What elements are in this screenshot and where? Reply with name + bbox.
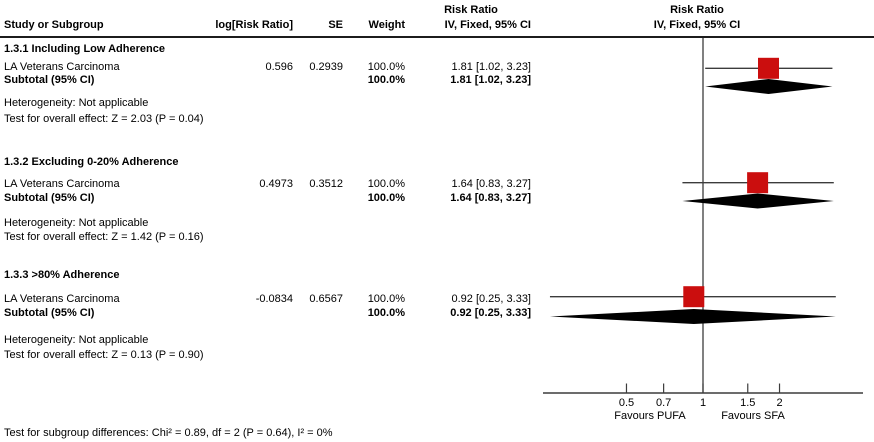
study-se: 0.6567: [309, 293, 343, 305]
subtotal-ci-text: 1.81 [1.02, 3.23]: [450, 74, 531, 86]
plot-header-line2: IV, Fixed, 95% CI: [653, 19, 741, 31]
heterogeneity-note: Heterogeneity: Not applicable: [4, 216, 149, 229]
study-weight: 100.0%: [367, 178, 405, 190]
study-log-rr: -0.0834: [255, 293, 293, 305]
plot-header-line1: Risk Ratio: [670, 4, 724, 16]
axis-tick-label: 1: [699, 396, 707, 409]
study-column-header: Study or Subgroup: [4, 19, 104, 31]
effect-column-header-line1: Risk Ratio: [444, 4, 498, 16]
study-se: 0.2939: [309, 60, 343, 73]
subtotal-ci-text: 1.64 [0.83, 3.27]: [450, 191, 531, 204]
study-ci-text: 1.81 [1.02, 3.23]: [451, 60, 531, 73]
se-column-header: SE: [328, 19, 343, 31]
header-underline: [0, 36, 874, 38]
subgroup-differences-test: Test for subgroup differences: Chi² = 0.…: [4, 427, 333, 439]
study-log-rr: 0.596: [265, 60, 293, 73]
subgroup-title: 1.3.2 Excluding 0-20% Adherence: [4, 156, 179, 168]
subtotal-weight: 100.0%: [367, 191, 405, 204]
overall-effect-test: Test for overall effect: Z = 2.03 (P = 0…: [4, 113, 204, 125]
study-log-rr: 0.4973: [259, 178, 293, 190]
axis-tick-label: 0.7: [655, 396, 672, 409]
weight-column-header: Weight: [368, 19, 405, 31]
overall-effect-test: Test for overall effect: Z = 1.42 (P = 0…: [4, 230, 204, 243]
study-weight: 100.0%: [367, 60, 405, 73]
study-name: LA Veterans Carcinoma: [4, 60, 120, 73]
overall-effect-test: Test for overall effect: Z = 0.13 (P = 0…: [4, 348, 204, 361]
subgroup-title: 1.3.1 Including Low Adherence: [4, 43, 165, 55]
axis-tick-label: 1.5: [740, 396, 756, 409]
subtotal-label: Subtotal (95% CI): [4, 306, 95, 319]
axis-tick-label: 2: [776, 396, 783, 409]
study-ci-text: 0.92 [0.25, 3.33]: [451, 293, 531, 305]
log-rr-column-header: log[Risk Ratio]: [215, 19, 293, 31]
study-se: 0.3512: [309, 178, 343, 190]
heterogeneity-note: Heterogeneity: Not applicable: [4, 333, 149, 346]
study-point-square: [758, 57, 780, 79]
favours-right-label: Favours SFA: [721, 410, 785, 422]
favours-left-label: Favours PUFA: [614, 410, 686, 422]
axis-tick-label: 0.5: [618, 396, 635, 409]
subgroup-title: 1.3.3 >80% Adherence: [4, 268, 120, 281]
study-weight: 100.0%: [367, 293, 405, 305]
subtotal-ci-text: 0.92 [0.25, 3.33]: [450, 306, 531, 319]
subtotal-label: Subtotal (95% CI): [4, 191, 95, 204]
study-ci-text: 1.64 [0.83, 3.27]: [451, 178, 531, 190]
subtotal-weight: 100.0%: [367, 306, 405, 319]
study-point-square: [747, 172, 769, 194]
subtotal-diamond: [682, 193, 834, 209]
effect-column-header-line2: IV, Fixed, 95% CI: [444, 19, 531, 31]
subtotal-weight: 100.0%: [367, 74, 405, 86]
subtotal-diamond: [705, 79, 833, 94]
subtotal-diamond: [549, 309, 836, 324]
heterogeneity-note: Heterogeneity: Not applicable: [4, 97, 149, 109]
study-name: LA Veterans Carcinoma: [4, 178, 120, 190]
study-point-square: [683, 286, 705, 308]
subtotal-label: Subtotal (95% CI): [4, 74, 95, 86]
study-name: LA Veterans Carcinoma: [4, 293, 120, 305]
